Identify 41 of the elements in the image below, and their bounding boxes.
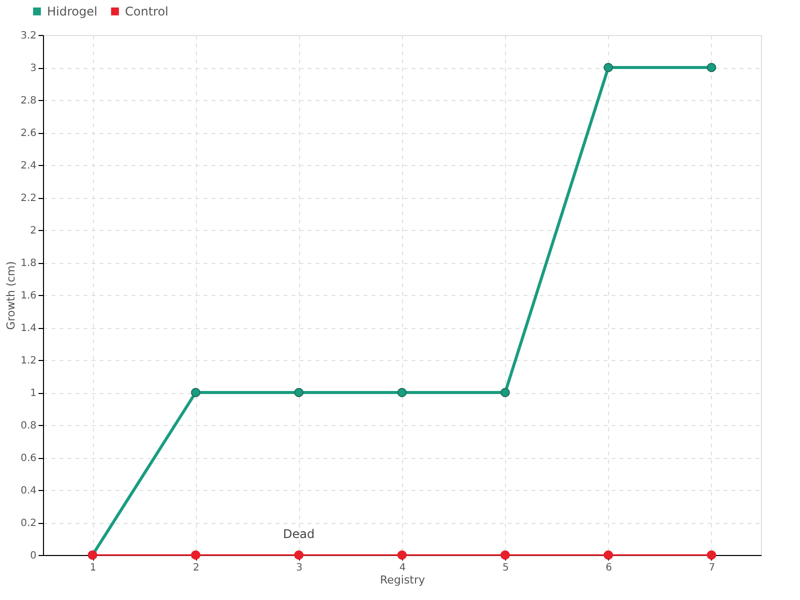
y-axis-title: Growth (cm) (4, 261, 18, 330)
y-tick-label: 2 (30, 226, 36, 236)
legend-label: Hidrogel (47, 4, 98, 18)
y-tick-label: 1.2 (20, 356, 36, 366)
y-tick-label: 2.4 (20, 160, 36, 172)
y-tick-label: 3 (30, 63, 36, 74)
point (190, 550, 200, 560)
x-tick-label: 6 (606, 562, 612, 574)
y-tick-label: 1.8 (20, 258, 36, 269)
point (397, 388, 407, 398)
y-tick-label: 1.4 (20, 323, 36, 334)
point (706, 550, 716, 560)
point (294, 550, 304, 560)
y-tick-label: 2.6 (20, 128, 36, 139)
annotation: Dead (283, 527, 315, 541)
y-tick-label: 1.6 (20, 290, 36, 302)
y-tick-label: 3.2 (20, 30, 36, 42)
x-tick-label: 1 (90, 562, 96, 574)
point (190, 388, 200, 398)
x-tick-label: 3 (296, 562, 303, 574)
x-tick-label: 5 (502, 562, 509, 574)
y-tick-label: 0.6 (20, 453, 36, 464)
point (397, 550, 407, 560)
point (604, 550, 614, 560)
y-tick-label: 0.8 (20, 420, 36, 432)
y-tick-label: 2.8 (20, 96, 36, 106)
point (500, 550, 510, 560)
y-tick-label: 0.2 (20, 518, 36, 529)
x-tick-label: 4 (399, 562, 406, 574)
x-axis-title: Registry (380, 574, 426, 586)
y-tick-label: 2.2 (20, 193, 36, 204)
y-tick-label: 0.4 (20, 486, 36, 496)
point (706, 62, 716, 72)
legend-label: Control (125, 4, 168, 18)
point (500, 388, 510, 398)
x-tick-label: 2 (192, 562, 200, 574)
y-tick-label: 0 (30, 550, 36, 562)
y-tick-label: 1 (30, 388, 36, 399)
point (294, 388, 304, 398)
x-tick-label: 7 (708, 562, 716, 574)
point (604, 62, 614, 72)
